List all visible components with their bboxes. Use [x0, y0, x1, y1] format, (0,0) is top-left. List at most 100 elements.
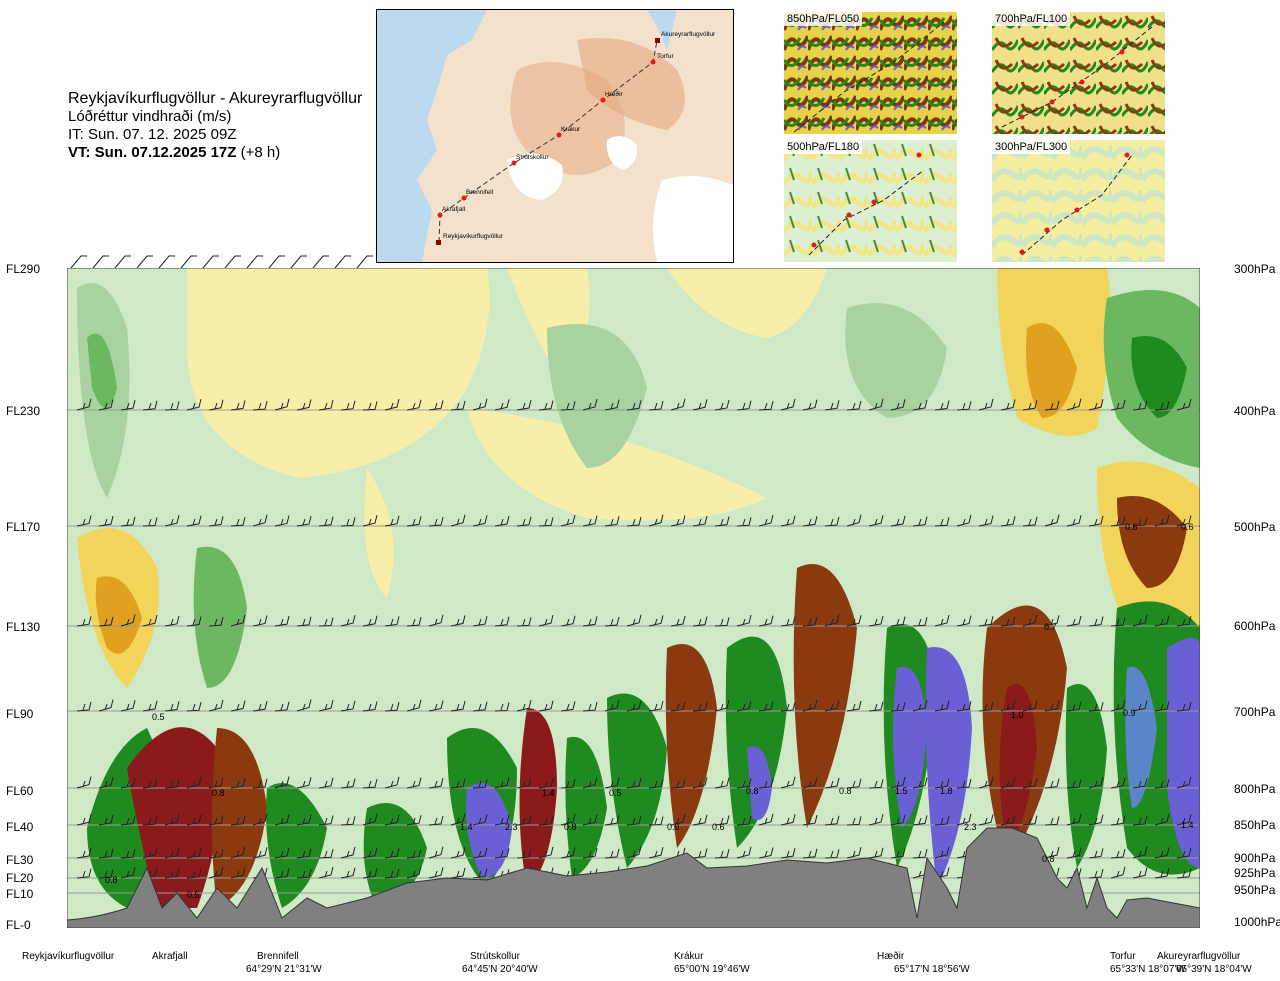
- hpa-label: 925hPa: [1234, 866, 1276, 880]
- wind-barb: [340, 846, 356, 859]
- wind-barb: [626, 516, 642, 527]
- wind-barb: [1132, 867, 1148, 879]
- wind-barb: [164, 779, 180, 789]
- wind-barb: [384, 848, 400, 859]
- wind-barb: [230, 846, 246, 859]
- wind-barb: [516, 399, 532, 411]
- wind-barb: [142, 400, 158, 411]
- contour-label: 0.5: [609, 788, 622, 798]
- wind-barb: [956, 401, 972, 411]
- wind-barb: [714, 777, 730, 789]
- wind-barb: [956, 701, 972, 712]
- wind-barb: [538, 846, 554, 859]
- wind-barb: [934, 400, 950, 411]
- wind-barb: [1154, 514, 1170, 527]
- fl-label: FL10: [6, 887, 34, 901]
- wind-barb: [1066, 701, 1082, 712]
- contour-label: 2.3: [964, 822, 977, 832]
- wind-barb: [670, 615, 686, 627]
- wind-barb: [1000, 516, 1016, 527]
- fl-label: FL230: [6, 404, 41, 418]
- wind-barb: [120, 700, 136, 712]
- station-reykjavik: Reykjavíkurflugvöllur: [22, 951, 115, 962]
- contour-label: 0.9: [1123, 708, 1136, 718]
- wind-barb: [384, 776, 400, 789]
- wind-barb: [670, 813, 686, 826]
- wind-barb: [246, 255, 263, 269]
- wind-barb: [494, 777, 510, 789]
- wind-barb: [98, 869, 114, 879]
- wind-barb: [670, 398, 686, 411]
- wind-barb: [362, 401, 378, 411]
- wind-barb: [582, 616, 598, 627]
- wind-barb: [692, 616, 708, 627]
- wind-barb: [736, 846, 752, 859]
- station-akureyri: Akureyrarflugvöllur: [1157, 951, 1241, 962]
- wind-barb: [648, 400, 664, 411]
- wind-barb: [604, 848, 620, 859]
- wind-barb: [582, 848, 598, 859]
- wind-barb: [428, 516, 444, 527]
- wind-barb: [114, 255, 131, 269]
- wind-barb: [868, 701, 884, 712]
- wind-barb: [890, 776, 906, 789]
- fl-label: FL-0: [6, 918, 31, 932]
- wind-barb: [318, 617, 334, 627]
- title-block: Reykjavíkurflugvöllur - Akureyrarflugvöl…: [68, 90, 362, 162]
- wind-barb: [890, 616, 906, 627]
- wind-barb: [736, 778, 752, 789]
- hpa-label: 900hPa: [1234, 851, 1276, 865]
- wind-barb: [692, 515, 708, 527]
- fl-label: FL20: [6, 871, 34, 885]
- wind-barb: [912, 777, 928, 789]
- wind-barb: [1132, 517, 1148, 527]
- wind-barb: [824, 815, 840, 826]
- wind-barb: [120, 777, 136, 789]
- wind-barb: [494, 814, 510, 826]
- wind-barb: [582, 515, 598, 527]
- wind-barb: [186, 515, 202, 527]
- route-title: Reykjavíkurflugvöllur - Akureyrarflugvöl…: [68, 90, 363, 107]
- wind-barb: [98, 699, 114, 712]
- wind-barb: [582, 814, 598, 826]
- station-akureyri-coord: 65°39'N 18°04'W: [1176, 964, 1252, 975]
- wind-barb: [120, 614, 136, 627]
- wind-barb: [428, 400, 444, 411]
- wind-barb: [318, 516, 334, 527]
- wind-barb: [846, 400, 862, 411]
- wind-barb: [428, 700, 444, 712]
- wind-barb: [406, 699, 422, 712]
- wind-barb: [384, 868, 400, 879]
- wind-barb: [648, 778, 664, 789]
- wind-barb: [692, 814, 708, 826]
- wind-barb: [142, 517, 158, 527]
- wind-barb: [164, 813, 180, 826]
- wind-barb: [70, 255, 87, 269]
- wind-barb: [120, 849, 136, 859]
- wind-barb: [120, 399, 136, 411]
- wind-barb: [406, 516, 422, 527]
- wind-barb: [472, 847, 488, 859]
- wind-barb: [846, 514, 862, 527]
- fl-label: FL290: [6, 262, 41, 276]
- wind-barb: [252, 400, 268, 411]
- wind-barb: [92, 255, 109, 269]
- wind-barb: [120, 516, 136, 527]
- wind-barb: [472, 868, 488, 879]
- wind-barb: [208, 777, 224, 789]
- wind-barb: [1132, 846, 1148, 859]
- map-label-haedir: Hæðir: [605, 90, 624, 98]
- wind-barb: [604, 616, 620, 627]
- wind-barb: [758, 847, 774, 859]
- wind-barb: [186, 398, 202, 411]
- wind-barb: [494, 616, 510, 627]
- wind-barb: [868, 847, 884, 859]
- wind-barb: [538, 614, 554, 627]
- wind-barb: [186, 814, 202, 826]
- wind-barb: [538, 517, 554, 527]
- contour-label: 2.3: [505, 822, 518, 832]
- wind-barb: [318, 777, 334, 789]
- wind-barb: [1066, 813, 1082, 826]
- wind-barb: [76, 616, 92, 627]
- wind-barb: [1154, 701, 1170, 712]
